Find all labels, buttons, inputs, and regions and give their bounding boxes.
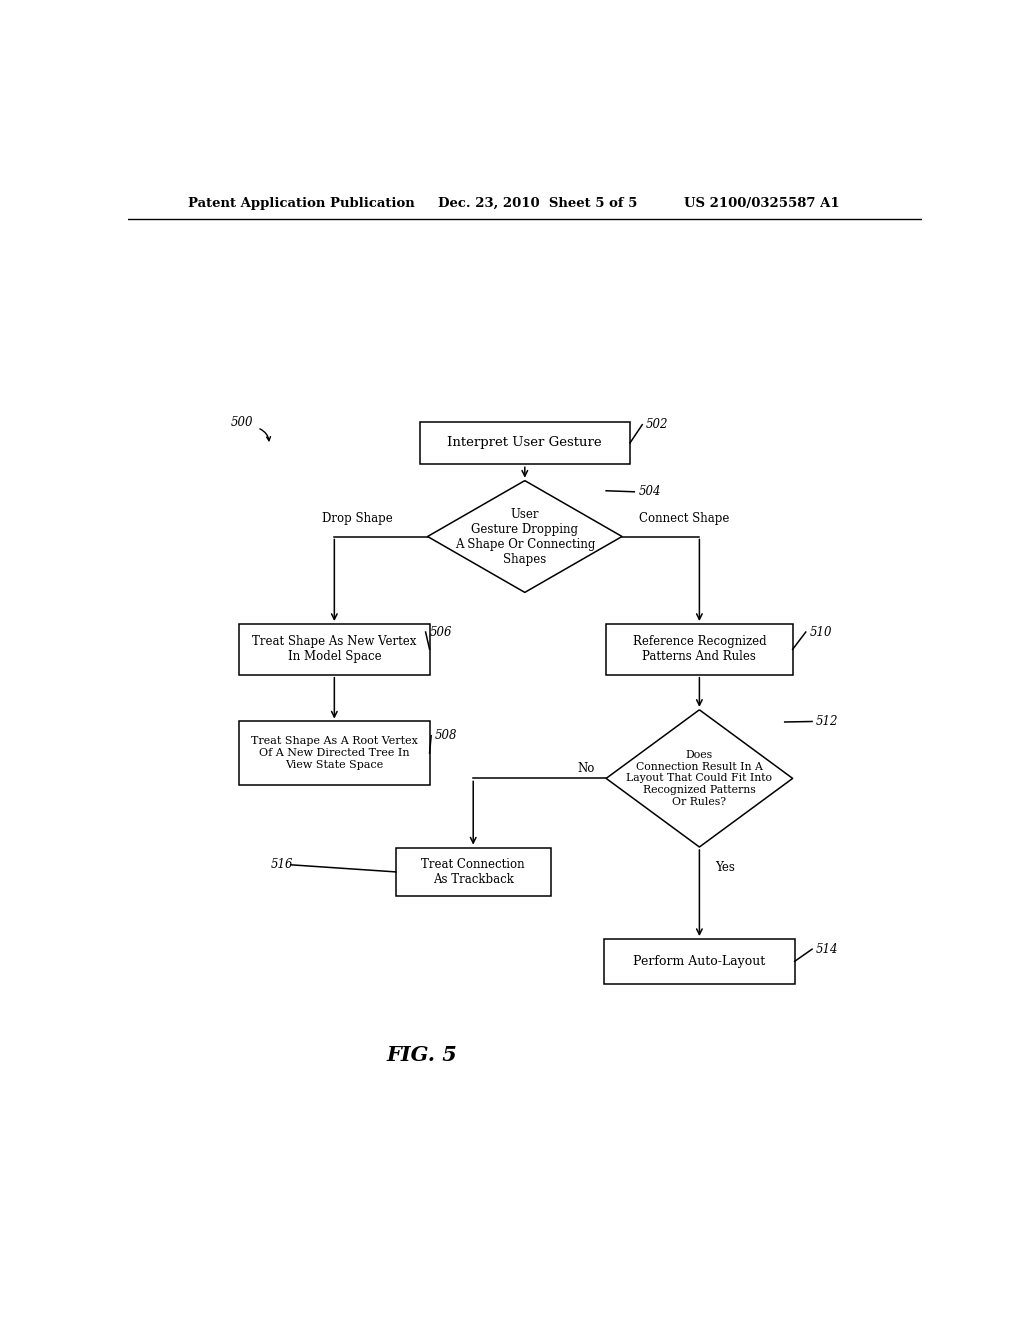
Bar [606,624,793,675]
Text: 512: 512 [816,715,839,729]
Text: Yes: Yes [715,861,735,874]
Text: 504: 504 [638,486,660,498]
Bar [240,722,430,784]
Text: Connect Shape: Connect Shape [639,512,730,525]
Text: 510: 510 [810,626,833,639]
Text: Dec. 23, 2010  Sheet 5 of 5: Dec. 23, 2010 Sheet 5 of 5 [437,197,637,210]
Text: Perform Auto-Layout: Perform Auto-Layout [633,954,766,968]
Text: 500: 500 [231,416,254,429]
Text: Treat Shape As A Root Vertex
Of A New Directed Tree In
View State Space: Treat Shape As A Root Vertex Of A New Di… [251,737,418,770]
Text: Treat Connection
As Trackback: Treat Connection As Trackback [422,858,525,886]
Bar [604,939,795,983]
Text: Patent Application Publication: Patent Application Publication [187,197,415,210]
Text: 506: 506 [430,626,452,639]
Text: 514: 514 [816,942,839,956]
Bar [396,847,551,896]
Text: Reference Recognized
Patterns And Rules: Reference Recognized Patterns And Rules [633,635,766,664]
Text: 516: 516 [270,858,293,871]
Text: FIG. 5: FIG. 5 [386,1045,457,1065]
Text: Interpret User Gesture: Interpret User Gesture [447,437,602,450]
Text: Does
Connection Result In A
Layout That Could Fit Into
Recognized Patterns
Or Ru: Does Connection Result In A Layout That … [627,750,772,807]
Text: US 2100/0325587 A1: US 2100/0325587 A1 [684,197,839,210]
Text: 508: 508 [435,729,458,742]
Bar [420,421,630,465]
Text: Treat Shape As New Vertex
In Model Space: Treat Shape As New Vertex In Model Space [252,635,417,664]
Text: Drop Shape: Drop Shape [322,512,392,525]
Text: No: No [578,762,595,775]
Bar [240,624,430,675]
Text: 502: 502 [646,418,669,432]
Text: User
Gesture Dropping
A Shape Or Connecting
Shapes: User Gesture Dropping A Shape Or Connect… [455,507,595,565]
